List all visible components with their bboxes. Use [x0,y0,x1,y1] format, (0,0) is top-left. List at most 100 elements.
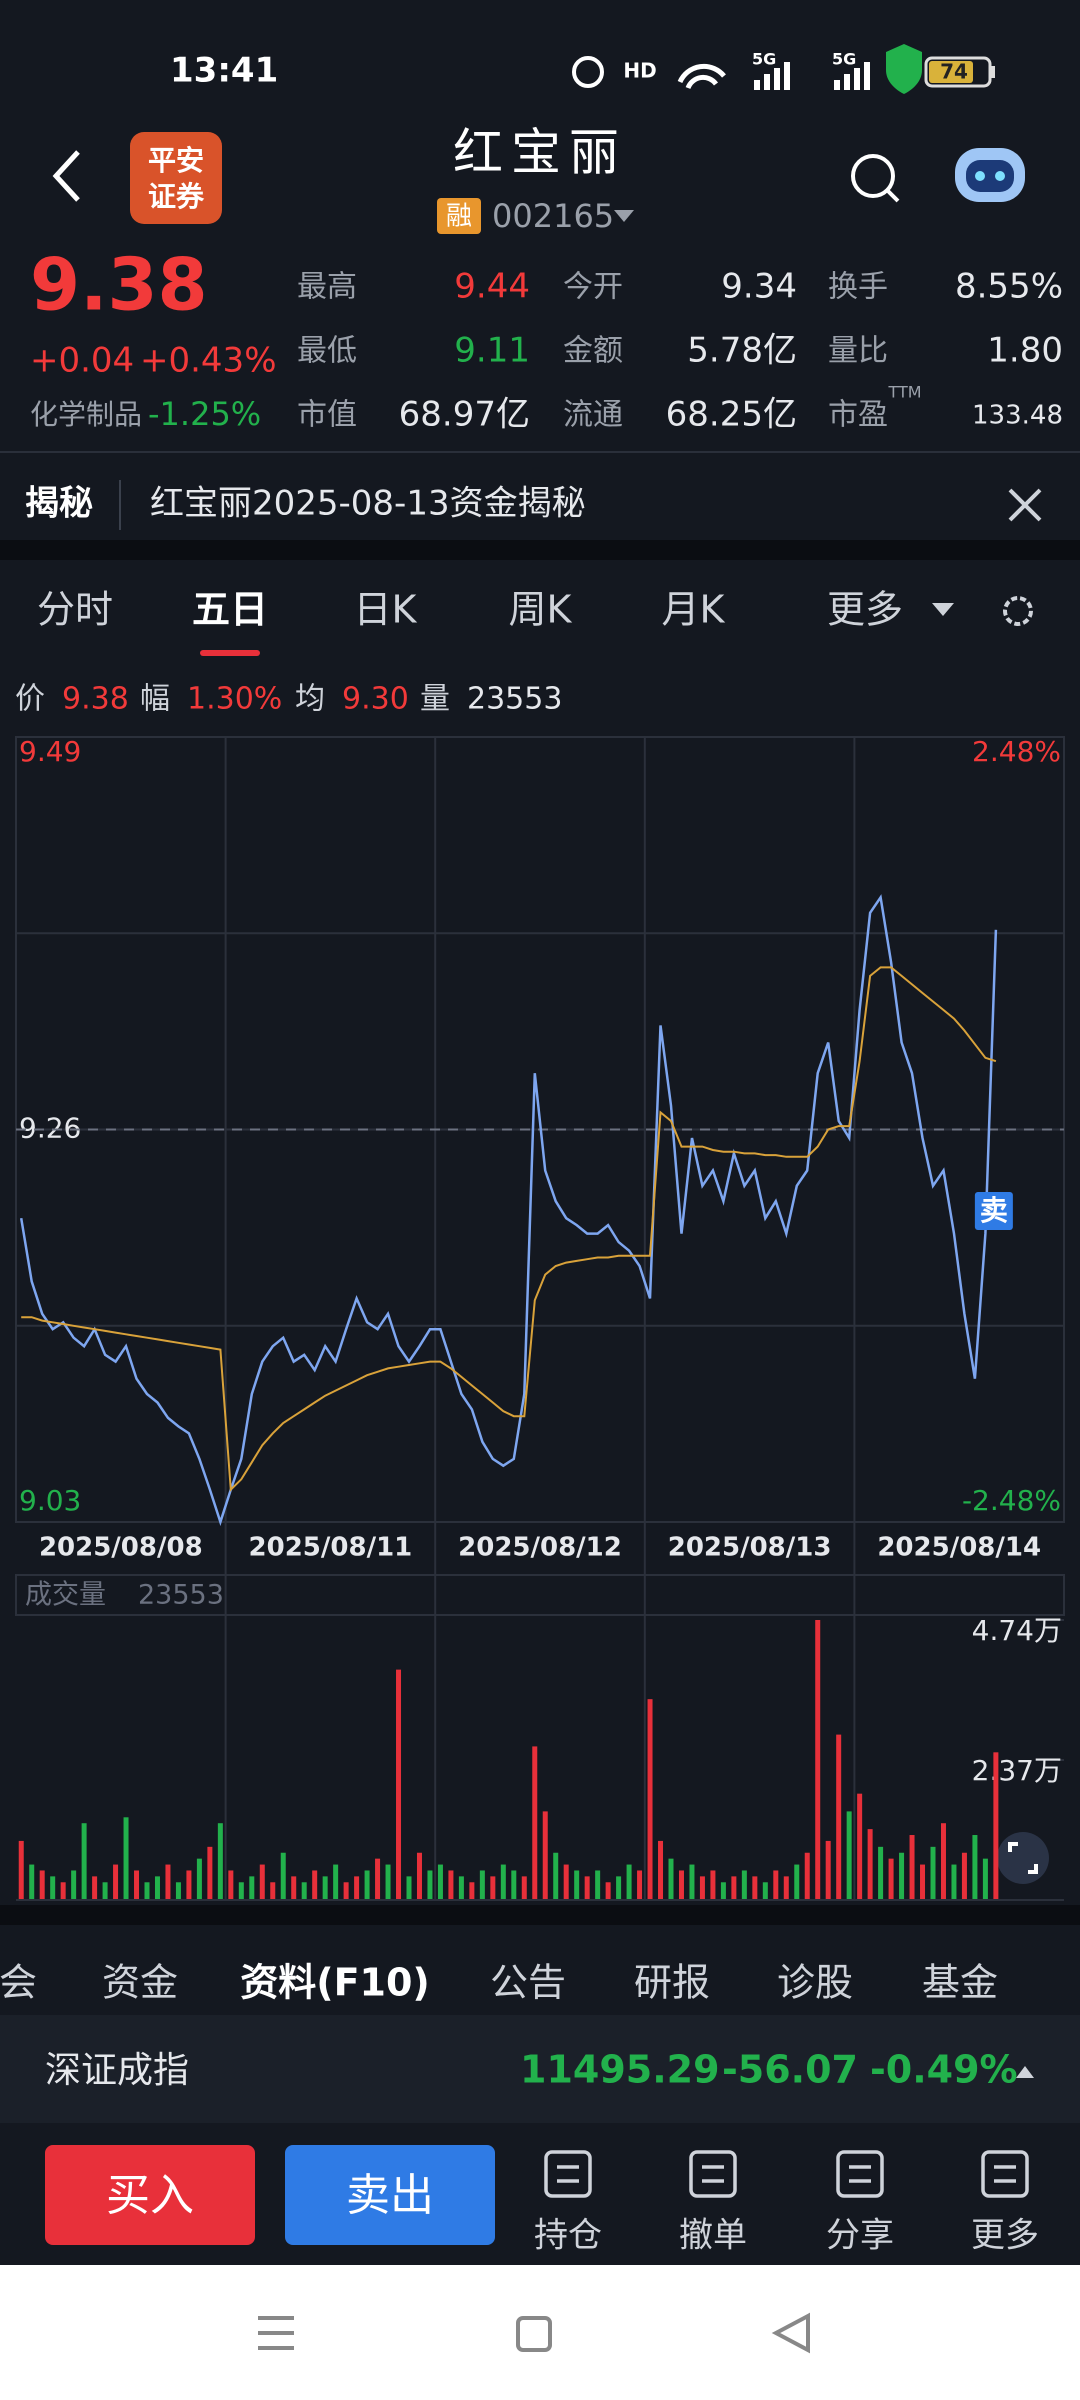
volume-bar [102,1882,108,1900]
y2-tick-label: -2.48% [962,1484,1061,1517]
back-nav[interactable] [771,2312,810,2354]
info-value: 1.30% [187,682,282,717]
quote-value: 133.48 [972,401,1063,431]
volume-bar [81,1823,87,1900]
notice-text[interactable]: 红宝丽2025-08-13资金揭秘 [150,484,586,524]
index-toggle[interactable] [1016,2066,1034,2078]
volume-bar [689,1864,695,1900]
quote-value: 5.78亿 [687,331,797,371]
volume-bar [647,1699,653,1900]
battery-label: 74 [940,60,968,84]
more-dropdown[interactable] [932,603,954,616]
volume-bar [678,1870,684,1900]
volume-bar [134,1870,140,1900]
action-label[interactable]: 分享 [826,2216,894,2256]
logo-text: 平安 [148,144,204,177]
search-button[interactable] [851,154,895,198]
info-label: 价 [15,682,45,717]
back-button[interactable] [52,150,80,202]
quote-label: 量比 [828,334,888,369]
chart-tab[interactable]: 分时 [37,588,113,632]
last-price: 9.38 [30,243,208,327]
action-icon-detail [702,2165,724,2183]
volume-bar [396,1669,402,1900]
info-tab[interactable]: 基金 [922,1961,998,2005]
x-tick-label: 2025/08/08 [39,1533,203,1563]
chart-tab[interactable]: 五日 [192,588,268,632]
action-icon[interactable] [689,2150,737,2198]
volume-bar [270,1882,276,1900]
volume-bar [773,1870,779,1900]
chart-tab[interactable]: 日K [354,588,418,632]
info-tab[interactable]: 资料(F10) [240,1961,430,2005]
info-value: 9.38 [62,682,129,717]
robot-eye [995,171,1005,181]
volume-bar [532,1746,538,1900]
home-nav[interactable] [516,2316,552,2352]
volume-bar [301,1882,307,1900]
info-tab[interactable]: 会 [0,1961,37,2005]
volume-bar [668,1858,674,1900]
settings-button[interactable] [1003,596,1033,626]
close-button[interactable] [1008,488,1042,522]
signal-label: 5G [752,50,776,69]
volume-bar [375,1858,381,1900]
volume-bar [511,1870,517,1900]
broker-logo[interactable] [130,132,222,224]
volume-bar [605,1882,611,1900]
menu-nav[interactable] [258,2316,294,2350]
volume-bar [584,1876,590,1900]
volume-tick-label: 2.37万 [972,1754,1062,1787]
volume-bar [29,1864,35,1900]
chart-tab[interactable]: 更多 [827,588,903,632]
action-label[interactable]: 撤单 [679,2216,747,2256]
quote-value: 68.25亿 [666,395,797,435]
volume-bar [385,1864,391,1900]
action-icon[interactable] [836,2150,884,2198]
expand-icon [1008,1842,1038,1874]
code-dropdown[interactable] [614,210,634,222]
chart-tab[interactable]: 周K [509,588,573,632]
sell-button[interactable] [285,2145,495,2245]
quote-label: 金额 [563,334,623,369]
info-tab[interactable]: 诊股 [777,1961,853,2005]
action-label[interactable]: 持仓 [534,2216,602,2256]
volume-bar [249,1876,255,1900]
info-tab[interactable]: 资金 [102,1961,178,2005]
volume-bar [940,1823,946,1900]
volume-bar [92,1876,98,1900]
price-change: +0.04 [30,341,134,381]
action-label[interactable]: 更多 [971,2216,1039,2256]
volume-bar [196,1858,202,1900]
volume-bar [364,1870,370,1900]
y-tick-label: 9.03 [19,1484,81,1517]
quote-label: 换手 [828,270,888,305]
volume-tick-label: 4.74万 [972,1614,1062,1647]
x-tick-label: 2025/08/14 [877,1533,1041,1563]
sector-name: 化学制品 [30,398,142,431]
alarm-icon [572,56,604,88]
y-tick-label: 9.26 [19,1112,81,1145]
index-bar[interactable] [0,2015,1080,2123]
expand-button[interactable] [997,1832,1049,1884]
chart-tab[interactable]: 月K [662,588,726,632]
info-value: 9.30 [342,682,409,717]
volume-bar [186,1870,192,1900]
volume-bar [888,1858,894,1900]
volume-bar [175,1882,181,1900]
info-tab[interactable]: 研报 [634,1961,710,2005]
volume-bar [354,1876,360,1900]
volume-bar [322,1876,328,1900]
sector-change: -1.25% [148,395,261,433]
volume-bar [804,1852,810,1900]
action-icon[interactable] [981,2150,1029,2198]
info-tab[interactable]: 公告 [490,1961,566,2005]
volume-bar [731,1876,737,1900]
index-value: 11495.29 [520,2048,720,2092]
volume-bar [312,1870,318,1900]
action-icon[interactable] [544,2150,592,2198]
badge [437,198,481,234]
buy-button[interactable] [45,2145,255,2245]
info-label: 均 [295,682,325,717]
